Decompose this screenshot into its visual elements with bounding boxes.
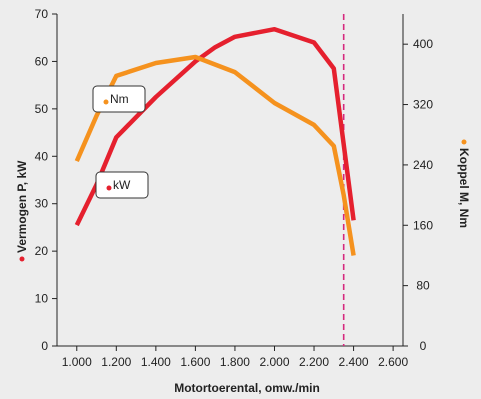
titles-layer: Motortoerental, omw./min Vermogen P, kW … xyxy=(15,139,471,395)
x-tick-label: 2.400 xyxy=(339,355,369,369)
y-left-tick-label: 50 xyxy=(35,102,49,116)
x-tick-label: 1.800 xyxy=(220,355,250,369)
y-right-tick-label: 320 xyxy=(413,98,433,112)
legend-box-nm xyxy=(92,85,146,113)
legend-layer: Nm kW xyxy=(92,85,149,199)
y-right-tick-label: 80 xyxy=(416,279,430,293)
axes-layer: 1.000 1.200 1.400 1.600 1.800 2.000 2.200 2.400… xyxy=(35,7,434,369)
series-line-kw xyxy=(74,26,356,227)
y-left-tick-label: 70 xyxy=(35,7,49,21)
legend-box-kw xyxy=(95,171,149,199)
legend-dot-kw xyxy=(106,185,112,191)
x-tick-label: 1.200 xyxy=(101,355,131,369)
y-right-tick-label: 400 xyxy=(413,37,433,51)
y-left-tick-label: 10 xyxy=(35,292,49,306)
x-tick-label: 1.600 xyxy=(180,355,210,369)
y-right-title-dot xyxy=(461,139,467,145)
x-tick-label: 2.000 xyxy=(259,355,289,369)
y-left-tick-label: 60 xyxy=(35,54,49,68)
legend-label-kw: kW xyxy=(113,178,131,192)
y-right-tick-label: 160 xyxy=(413,218,433,232)
legend-label-nm: Nm xyxy=(110,92,129,106)
y-right-tick-label: 240 xyxy=(413,158,433,172)
y-left-tick-label: 30 xyxy=(35,197,49,211)
y-left-tick-label: 20 xyxy=(35,244,49,258)
x-tick-label: 2.600 xyxy=(378,355,408,369)
y-left-tick-label: 0 xyxy=(41,339,48,353)
x-tick-label: 1.400 xyxy=(141,355,171,369)
x-axis-title: Motortoerental, omw./min xyxy=(174,381,320,395)
y-right-tick-label: 0 xyxy=(420,339,427,353)
legend-dot-nm xyxy=(103,99,109,105)
y-right-axis-title: Koppel M, Nm xyxy=(457,148,471,228)
y-left-tick-label: 40 xyxy=(35,149,49,163)
y-left-axis-title: Vermogen P, kW xyxy=(15,160,29,253)
x-tick-label: 2.200 xyxy=(299,355,329,369)
y-left-title-dot xyxy=(19,256,25,262)
x-tick-label: 1.000 xyxy=(62,355,92,369)
